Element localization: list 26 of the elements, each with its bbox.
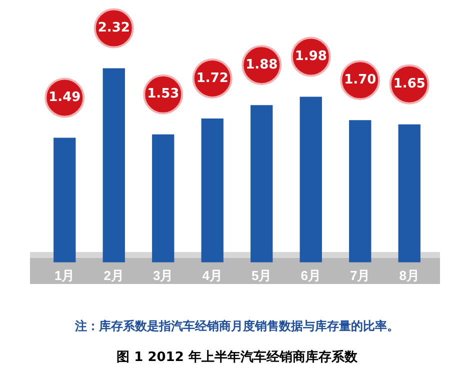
bar (349, 120, 372, 262)
bar (152, 134, 174, 262)
bar (250, 105, 273, 262)
x-tick-label: 6月 (300, 268, 321, 283)
data-label: 1.65 (393, 76, 426, 92)
text: 图 1 2012 年上半年汽车经销商库存系数 (116, 348, 358, 366)
data-label: 1.98 (294, 49, 327, 64)
data-label: 1.49 (48, 90, 81, 106)
x-tick-label: 7月 (350, 268, 370, 283)
x-tick-label: 3月 (153, 268, 174, 283)
data-label: 1.53 (147, 86, 180, 102)
bar (102, 68, 125, 262)
text: 注：库存系数是指汽车经销商月度销售数据与库存量的比率。 (74, 318, 400, 335)
bar (201, 118, 224, 262)
x-tick-label: 2月 (104, 268, 124, 283)
x-tick-label: 8月 (399, 268, 420, 283)
x-tick-label: 5月 (252, 268, 272, 283)
x-tick-label: 1月 (54, 268, 75, 283)
data-label: 1.72 (196, 70, 228, 86)
data-label: 2.32 (98, 20, 130, 36)
x-tick-label: 4月 (202, 268, 222, 283)
bar (398, 124, 420, 262)
bar (300, 96, 322, 262)
data-label: 1.88 (246, 57, 278, 72)
data-label: 1.70 (344, 72, 376, 88)
bar (54, 138, 76, 262)
